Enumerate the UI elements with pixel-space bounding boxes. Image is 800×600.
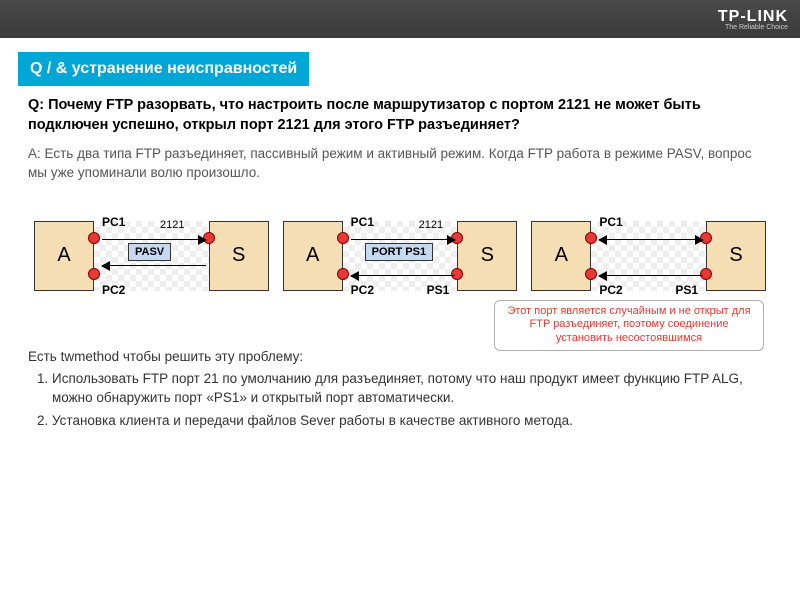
box-s: S [457, 221, 517, 291]
port-dot [88, 268, 100, 280]
brand-logo: TP-LINK [718, 8, 788, 26]
diagram-pasv: A S PC1 PC2 2121 PASV [30, 201, 273, 311]
brand-tagline: The Reliable Choice [718, 24, 788, 31]
arrow-left [102, 265, 206, 266]
box-a: A [283, 221, 343, 291]
diagram-row: A S PC1 PC2 2121 PASV A S PC1 PC2 PS1 21… [28, 201, 772, 311]
arrow-right [102, 239, 206, 240]
port-dot [88, 232, 100, 244]
pc1-label: PC1 [599, 215, 622, 229]
brand-block: TP-LINK The Reliable Choice [718, 8, 788, 31]
box-s: S [706, 221, 766, 291]
arrow-left [351, 275, 455, 276]
pc2-label: PC2 [102, 283, 125, 297]
method-item: Установка клиента и передачи файлов Seve… [52, 412, 772, 431]
pc1-label: PC1 [102, 215, 125, 229]
section-badge: Q / & устранение неисправностей [18, 52, 309, 86]
port-2121-label: 2121 [419, 219, 443, 231]
pc1-label: PC1 [351, 215, 374, 229]
arrow-right [351, 239, 455, 240]
port-dot [337, 232, 349, 244]
error-note: Этот порт является случайным и не открыт… [494, 300, 764, 351]
top-bar: TP-LINK The Reliable Choice [0, 0, 800, 38]
pc2-label: PC2 [351, 283, 374, 297]
box-a: A [531, 221, 591, 291]
box-s: S [209, 221, 269, 291]
method-item: Использовать FTP порт 21 по умолчанию дл… [52, 370, 772, 408]
diagram-portps1: A S PC1 PC2 PS1 2121 PORT PS1 [279, 201, 522, 311]
diagram-error: A S PC1 PC2 PS1 Этот порт является случа… [527, 201, 770, 311]
answer-text: A: Есть два типа FTP разъединяет, пассив… [28, 145, 772, 183]
box-a: A [34, 221, 94, 291]
checker-bg [591, 221, 706, 291]
methods-intro: Есть twmethod чтобы решить эту проблему: [28, 349, 772, 364]
ps1-label: PS1 [427, 283, 450, 297]
port-dot [700, 268, 712, 280]
mode-pasv: PASV [128, 243, 171, 261]
port-dot [337, 268, 349, 280]
mode-portps1: PORT PS1 [365, 243, 433, 261]
port-2121-label: 2121 [160, 219, 184, 231]
ps1-label: PS1 [675, 283, 698, 297]
arrow-left [599, 275, 703, 276]
pc2-label: PC2 [599, 283, 622, 297]
arrow-both [599, 239, 703, 240]
question-text: Q: Почему FTP разорвать, что настроить п… [28, 96, 772, 135]
